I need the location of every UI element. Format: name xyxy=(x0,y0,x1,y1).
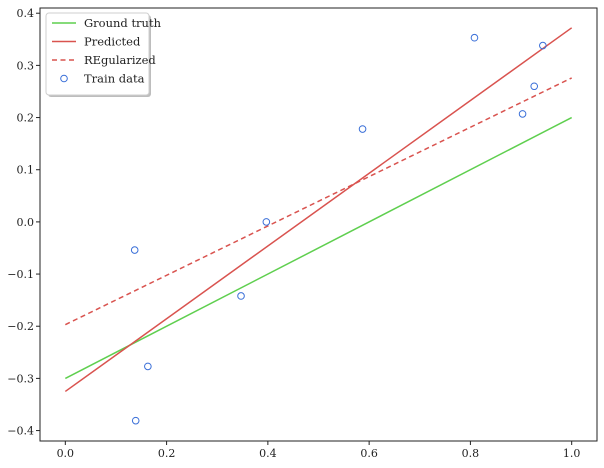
legend-box xyxy=(45,12,150,96)
y-tick-label: 0.0 xyxy=(17,216,35,229)
y-tick-label: −0.4 xyxy=(7,425,34,438)
data-point-train-data xyxy=(130,246,139,254)
y-tick-label: 0.3 xyxy=(17,59,35,72)
y-tick-label: 0.4 xyxy=(17,7,35,20)
x-tick-label: 1.0 xyxy=(563,447,581,460)
legend: Ground truth Predicted REgularized Train da… xyxy=(45,12,162,97)
x-tick-label: 0.2 xyxy=(158,447,176,460)
legend-label-predicted: Predicted xyxy=(84,35,141,49)
y-tick-label: −0.2 xyxy=(7,320,34,333)
legend-label-regularized: REgularized xyxy=(84,53,156,67)
legend-label-ground-truth: Ground truth xyxy=(84,16,162,30)
data-point-train-data xyxy=(530,82,539,91)
x-tick-label: 0.0 xyxy=(57,447,75,460)
data-point-train-data xyxy=(144,362,152,371)
data-point-train-data xyxy=(539,41,547,50)
y-tick-label: −0.3 xyxy=(7,372,34,385)
x-tick-label: 0.4 xyxy=(259,447,277,460)
series-line-regularized xyxy=(64,77,573,326)
legend-label-train-data: Train data xyxy=(84,72,145,86)
data-point-train-data xyxy=(131,416,140,425)
data-point-train-data xyxy=(262,218,271,226)
x-tick-label: 0.8 xyxy=(462,447,480,460)
series-line-predicted xyxy=(64,27,573,393)
data-point-train-data xyxy=(358,125,367,133)
data-point-train-data xyxy=(470,33,479,42)
legend-swatch-train-data xyxy=(60,74,68,83)
series-line-ground-truth xyxy=(64,116,573,380)
data-point-train-data xyxy=(518,110,527,118)
y-tick-label: −0.1 xyxy=(7,268,34,281)
y-tick-label: 0.1 xyxy=(17,164,35,177)
data-point-train-data xyxy=(237,292,245,300)
x-tick-label: 0.6 xyxy=(360,447,378,460)
axes-frame xyxy=(39,7,598,442)
y-tick-label: 0.2 xyxy=(17,112,35,125)
